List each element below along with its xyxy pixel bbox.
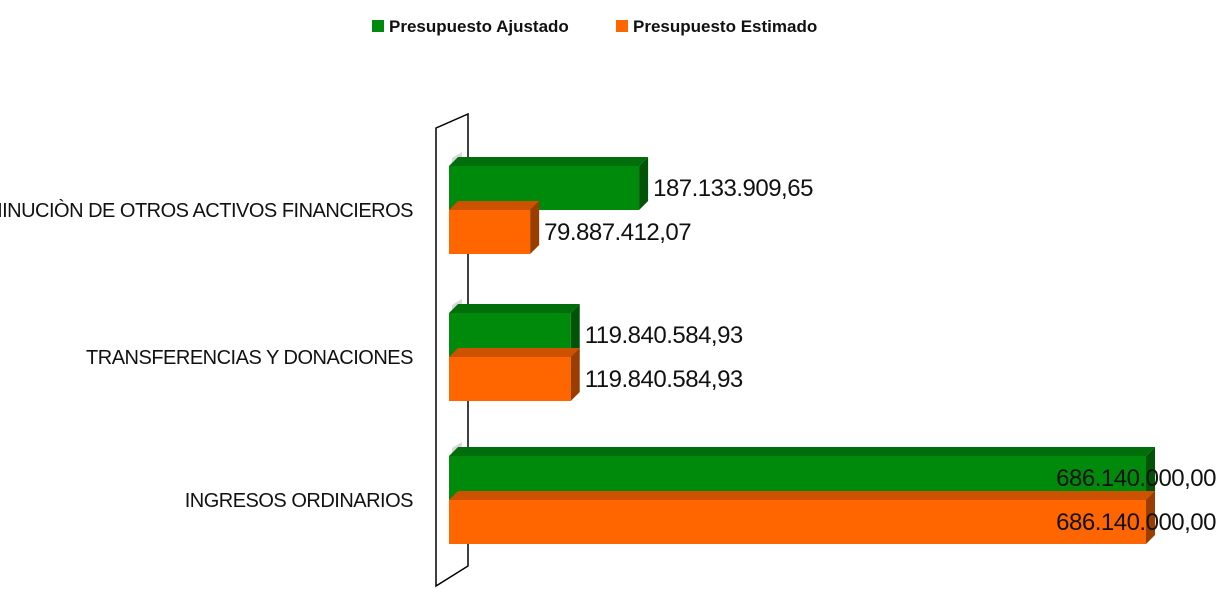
bar-top-face: [449, 157, 649, 166]
bar-side-face: [570, 348, 580, 401]
value-label-1-2: 79.887.412,07: [544, 219, 691, 246]
value-label-2-2: 119.840.584,93: [585, 366, 743, 393]
bar-top-face: [449, 447, 1155, 456]
legend-label-2: Presupuesto Estimado: [633, 17, 817, 36]
bar-top-face: [449, 201, 540, 210]
bar-side-face: [530, 201, 540, 254]
value-label-1-1: 187.133.909,65: [653, 175, 813, 202]
value-label-2-1: 119.840.584,93: [585, 322, 743, 349]
bar-front-face: [449, 500, 1146, 544]
bar-side-face: [1146, 491, 1155, 544]
bar-side-face: [1146, 447, 1155, 500]
bar-side-face: [570, 304, 580, 357]
category-label-2: TRANSFERENCIAS Y DONACIONES: [86, 347, 413, 369]
category-label-3: INGRESOS ORDINARIOS: [185, 490, 413, 512]
value-labels: 187.133.909,65 79.887.412,07 119.840.584,9…: [544, 175, 1217, 536]
legend-swatch-1: [372, 20, 384, 32]
bar-front-face: [449, 357, 571, 401]
category-label-1: DISMINUCIÒN DE OTROS ACTIVOS FINANCIEROS: [0, 199, 413, 222]
legend-label-1: Presupuesto Ajustado: [389, 17, 569, 36]
bar-1-2: [449, 201, 540, 254]
bars-group: [449, 157, 1155, 544]
value-label-3-2: 686.140.000,00: [1056, 509, 1216, 536]
bar-top-face: [449, 348, 580, 357]
chart-legend: Presupuesto Ajustado Presupuesto Estimado: [372, 17, 817, 36]
value-label-3-1: 686.140.000,00: [1056, 465, 1216, 492]
bar-top-face: [449, 491, 1155, 500]
bar-3-2: [449, 491, 1155, 544]
bar-front-face: [449, 210, 531, 254]
bar-top-face: [449, 304, 580, 313]
bar-2-2: [449, 348, 580, 401]
legend-swatch-2: [616, 20, 628, 32]
category-labels: DISMINUCIÒN DE OTROS ACTIVOS FINANCIEROS…: [0, 199, 414, 512]
bar-side-face: [639, 157, 649, 210]
